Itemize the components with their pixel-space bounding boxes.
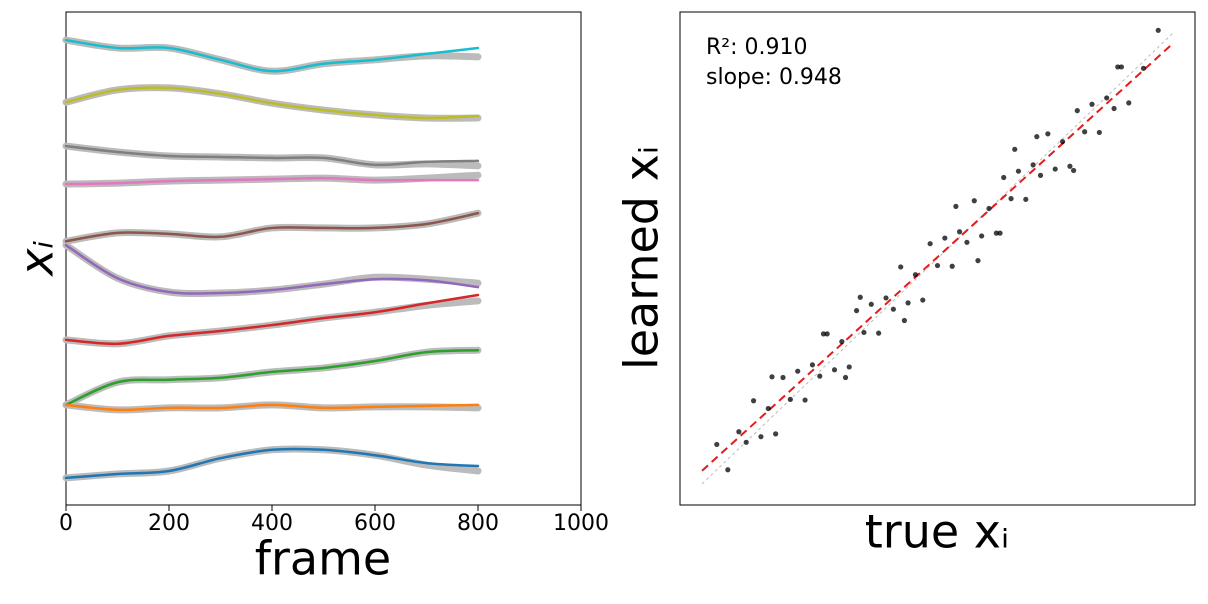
- x-tick-label: 400: [251, 511, 293, 536]
- series-line: [64, 293, 480, 346]
- scatter-point: [846, 364, 852, 370]
- scatter-point: [956, 229, 963, 235]
- scatter-point: [1034, 134, 1040, 140]
- series-line: [64, 348, 480, 407]
- scatter-point: [876, 330, 882, 336]
- scatter-point: [1104, 95, 1110, 101]
- x-axis-label: true xᵢ: [865, 505, 1009, 559]
- scatter-point: [986, 205, 992, 212]
- scatter-point: [1082, 129, 1088, 135]
- scatter-point: [927, 241, 933, 247]
- scatter-point: [979, 233, 985, 239]
- scatter-point: [802, 397, 808, 403]
- scatter-point: [1037, 172, 1044, 178]
- scatter-point: [780, 374, 786, 381]
- scatter-point: [993, 230, 999, 236]
- series-line: [64, 144, 480, 167]
- scatter-point: [824, 331, 830, 337]
- scatter-point: [1115, 64, 1121, 70]
- series-line: [64, 211, 480, 243]
- scatter-point: [725, 467, 731, 473]
- scatter-point: [857, 294, 863, 300]
- right-axes-frame: [679, 11, 1196, 506]
- reference-line: [701, 32, 1174, 485]
- scatter-point: [743, 439, 749, 445]
- scatter-point: [861, 329, 867, 336]
- reference-line: [701, 42, 1174, 472]
- scatter-point: [831, 367, 838, 373]
- scatter-point: [736, 429, 742, 435]
- scatter-point: [1126, 100, 1132, 106]
- scatter-point: [934, 262, 941, 269]
- x-tick-label: 0: [59, 511, 73, 536]
- x-tick-label: 800: [457, 511, 499, 536]
- scatter-point: [901, 317, 907, 324]
- scatter-point: [883, 295, 889, 301]
- scatter-point: [817, 373, 823, 379]
- scatter-point: [942, 235, 948, 241]
- scatter-point: [1023, 196, 1029, 202]
- series-line: [64, 243, 480, 295]
- scatter-point: [890, 306, 896, 312]
- scatter-point: [1045, 131, 1051, 137]
- scatter-point: [898, 264, 904, 270]
- series-line: [64, 86, 480, 120]
- annotation: R²: 0.910: [706, 35, 808, 60]
- scatter-point: [1074, 108, 1080, 114]
- scatter-point: [997, 230, 1003, 236]
- scatter-point: [1015, 168, 1022, 174]
- scatter-point: [1155, 27, 1161, 33]
- scatter-point: [1096, 129, 1102, 136]
- scatter-point: [949, 263, 955, 269]
- scatter-point: [905, 300, 911, 306]
- scatter-point: [953, 203, 959, 209]
- scatter-point: [868, 301, 874, 307]
- series-line: [64, 38, 480, 73]
- scatter-point: [1001, 174, 1007, 181]
- scatter-point: [1140, 65, 1147, 71]
- scatter-point: [1030, 162, 1036, 168]
- scatter-point: [1059, 138, 1066, 145]
- scatter-point: [809, 362, 816, 368]
- scatter-point: [971, 198, 977, 204]
- scatter-point: [1118, 64, 1125, 70]
- scatter-point: [1111, 105, 1117, 112]
- scatter-point: [920, 297, 926, 303]
- scatter-point: [1067, 163, 1073, 169]
- series-line: [64, 403, 480, 412]
- scatter-point: [758, 434, 764, 440]
- scatter-point: [773, 431, 779, 437]
- scatter-point: [765, 405, 771, 412]
- scatter-point: [750, 398, 757, 404]
- annotation: slope: 0.948: [706, 65, 842, 90]
- x-tick-label: 1000: [553, 511, 609, 536]
- scatter-point: [1012, 146, 1018, 152]
- left-axes-frame: [65, 11, 582, 506]
- y-axis-label: learned xᵢ: [615, 146, 669, 370]
- scatter-point: [975, 258, 981, 264]
- y-axis-label: xᵢ: [10, 240, 64, 277]
- scatter-point: [1052, 166, 1058, 172]
- scatter-point: [842, 374, 849, 381]
- scatter-point: [795, 368, 801, 374]
- scatter-point: [1089, 101, 1095, 107]
- scatter-point: [787, 396, 793, 402]
- x-tick-label: 200: [148, 511, 190, 536]
- series-line: [64, 176, 480, 186]
- scatter-point: [714, 441, 720, 448]
- x-tick-label: 600: [354, 511, 396, 536]
- series-line: [64, 447, 480, 480]
- scatter-point: [820, 331, 827, 337]
- scatter-point: [769, 374, 775, 380]
- scatter-point: [1008, 196, 1014, 202]
- scatter-point: [1071, 167, 1077, 174]
- scatter-point: [853, 308, 860, 314]
- scatter-point: [912, 272, 919, 278]
- scatter-point: [964, 239, 970, 245]
- x-axis-label: frame: [255, 532, 391, 586]
- scatter-point: [839, 339, 845, 345]
